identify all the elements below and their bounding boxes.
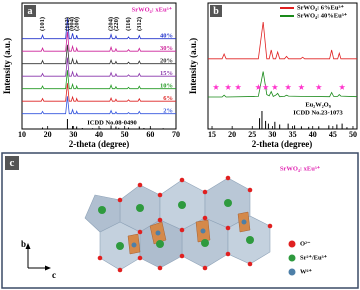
series-label: 30% <box>160 45 173 52</box>
pattern-line <box>22 83 176 102</box>
pattern-line <box>22 57 176 77</box>
y-axis-label: Intensity (a.u.) <box>2 38 12 94</box>
y-axis-label: Intensity (a.u.) <box>188 38 198 94</box>
series-label: 6% <box>163 95 173 102</box>
structure-title: SrWO₄: xEu³⁺ <box>280 165 321 172</box>
series-label: 40% <box>160 32 173 39</box>
panel-label: b <box>213 6 219 17</box>
pattern-line <box>22 44 176 65</box>
phase-marker: ★ <box>213 84 220 92</box>
legend-label: SrWO₄: 40%Eu³⁺ <box>297 12 348 19</box>
x-tick-label: 40 <box>309 130 317 139</box>
legend-label: SrWO₄: 6%Eu³⁺ <box>297 4 344 11</box>
series-label: 2% <box>163 107 173 114</box>
panel-badge <box>24 5 36 17</box>
sr-atoms <box>98 199 254 250</box>
series-label: 15% <box>160 70 173 77</box>
phase-marker: ★ <box>235 84 242 92</box>
legend-swatch <box>288 254 296 262</box>
reference-label: ICDD No.23-1073 <box>293 109 343 116</box>
panel-frame <box>1 152 359 289</box>
x-tick-label: 40 <box>95 130 103 139</box>
pattern-line <box>208 21 357 60</box>
miller-index: (312) <box>136 17 143 31</box>
x-tick-label: 35 <box>289 130 297 139</box>
pattern-line <box>22 70 176 90</box>
phase-marker: ★ <box>316 84 323 92</box>
x-tick-label: 50 <box>121 130 129 139</box>
x-tick-label: 15 <box>208 130 216 139</box>
miller-index: (101) <box>39 17 46 31</box>
axis-letter: b <box>21 239 26 249</box>
x-tick-label: 20 <box>228 130 236 139</box>
pattern-line <box>208 71 358 98</box>
x-axis-label: 2-theta (degree) <box>69 139 130 149</box>
x-tick-label: 60 <box>146 130 154 139</box>
plot-frame <box>207 2 358 130</box>
x-tick-label: 30 <box>268 130 276 139</box>
legend-label: W⁶⁺ <box>300 268 312 275</box>
x-tick-label: 25 <box>248 130 256 139</box>
phase-marker: ★ <box>262 84 269 92</box>
axis-letter: c <box>52 270 56 280</box>
miller-index: (220) <box>113 17 120 31</box>
phase-marker: ★ <box>225 84 232 92</box>
legend-label: O²⁻ <box>300 240 311 247</box>
miller-index: (204) <box>108 17 115 31</box>
panel-label: a <box>28 6 33 17</box>
series-label: 10% <box>160 82 173 89</box>
phase-marker: ★ <box>339 84 346 92</box>
miller-index: (200) <box>74 17 81 31</box>
structure-panel: c SrWO₄: xEu³⁺ <box>1 152 359 289</box>
phase-marker: ★ <box>272 84 279 92</box>
pattern-line <box>22 31 176 52</box>
panel-label: c <box>10 157 15 169</box>
panel-badge <box>5 156 19 170</box>
x-axis-label: 2-theta (degree) <box>252 139 313 149</box>
pattern-line <box>22 96 176 115</box>
phase-marker: ★ <box>298 84 305 92</box>
reference-label: ICDD No.08-0490 <box>87 119 136 126</box>
x-tick-label: 20 <box>44 130 52 139</box>
w-atoms <box>131 219 247 248</box>
x-tick-label: 10 <box>18 130 26 139</box>
pattern-line <box>22 17 176 40</box>
legend-label: Sr²⁺/Eu³⁺ <box>300 254 328 261</box>
x-tick-label: 45 <box>329 130 337 139</box>
miller-index: (116) <box>125 17 132 31</box>
phase-marker: ★ <box>255 84 262 92</box>
x-tick-label: 50 <box>349 130 357 139</box>
legend-swatch <box>288 240 296 248</box>
o-atoms <box>97 175 273 273</box>
reference-label: Eu₂W₂O₉ <box>305 101 330 108</box>
miller-index: (004) <box>68 17 75 31</box>
legend-swatch <box>288 268 296 276</box>
axes-indicator: b c <box>21 239 56 280</box>
phase-marker: ★ <box>285 84 292 92</box>
legend: O²⁻ Sr²⁺/Eu³⁺ W⁶⁺ <box>288 240 328 276</box>
x-tick-label: 30 <box>69 130 77 139</box>
panel-badge <box>210 5 222 17</box>
chart-title: SrWO₄: xEu³⁺ <box>132 6 173 13</box>
x-tick-label: 70 <box>172 130 180 139</box>
miller-index: (112) <box>64 17 71 31</box>
series-label: 20% <box>160 57 173 64</box>
